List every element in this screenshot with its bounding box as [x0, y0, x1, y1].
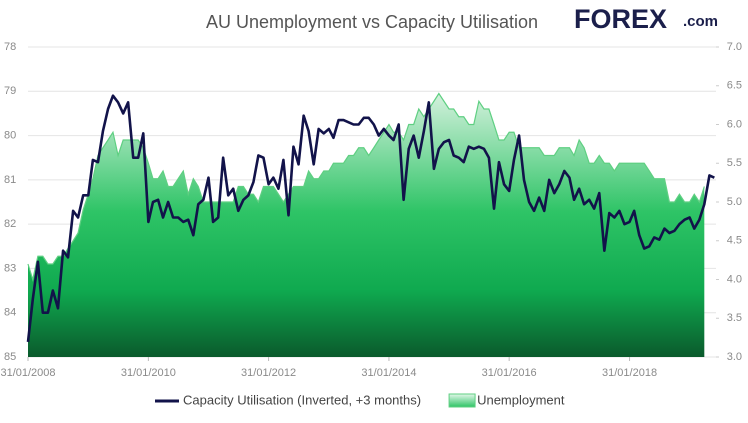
axes: 78 79 80 81 82 83 84 85 3.0 3.5 4.0 4.5 5.0 5.5 6.0 6.5…: [0, 41, 742, 379]
chart-title: AU Unemployment vs Capacity Utilisation: [206, 12, 538, 32]
legend: Capacity Utilisation (Inverted, +3 month…: [155, 392, 565, 408]
y-tick-label: 80: [4, 129, 16, 141]
logo-suffix: .com: [683, 13, 718, 30]
line: [26, 94, 715, 343]
x-tick-label: 31/01/2014: [361, 367, 416, 379]
y2-tick-label: 4.5: [727, 235, 742, 247]
y2-tick-label: 5.5: [727, 157, 742, 169]
area: [28, 93, 705, 357]
y-tick-label: 84: [4, 307, 16, 319]
y2-tick-label: 6.5: [727, 80, 742, 92]
logo-name: FOREX: [574, 4, 667, 34]
y2-tick-label: 7.0: [727, 41, 742, 53]
y-tick-label: 85: [4, 351, 16, 363]
y-tick-label: 78: [4, 41, 16, 53]
x-tick-label: 31/01/2012: [241, 367, 296, 379]
y2-tick-label: 3.5: [727, 312, 742, 324]
y-tick-label: 83: [4, 262, 16, 274]
legend-swatch: [448, 393, 476, 408]
y2-tick-label: 6.0: [727, 118, 742, 130]
plot: [26, 92, 715, 357]
x-tick-label: 31/01/2010: [121, 367, 176, 379]
y2-tick-label: 3.0: [727, 351, 742, 363]
y-tick-label: 79: [4, 85, 16, 97]
y-tick-label: 81: [4, 174, 16, 186]
legend-label: Capacity Utilisation (Inverted, +3 month…: [183, 392, 421, 407]
y2-tick-label: 5.0: [727, 196, 742, 208]
x-tick-label: 31/01/2008: [0, 367, 55, 379]
logo: FOREX .com: [574, 4, 718, 34]
x-tick-label: 31/01/2016: [482, 367, 537, 379]
y2-tick-label: 4.0: [727, 273, 742, 285]
legend-label: Unemployment: [477, 392, 565, 407]
y-tick-label: 82: [4, 218, 16, 230]
x-tick-label: 31/01/2018: [602, 367, 657, 379]
